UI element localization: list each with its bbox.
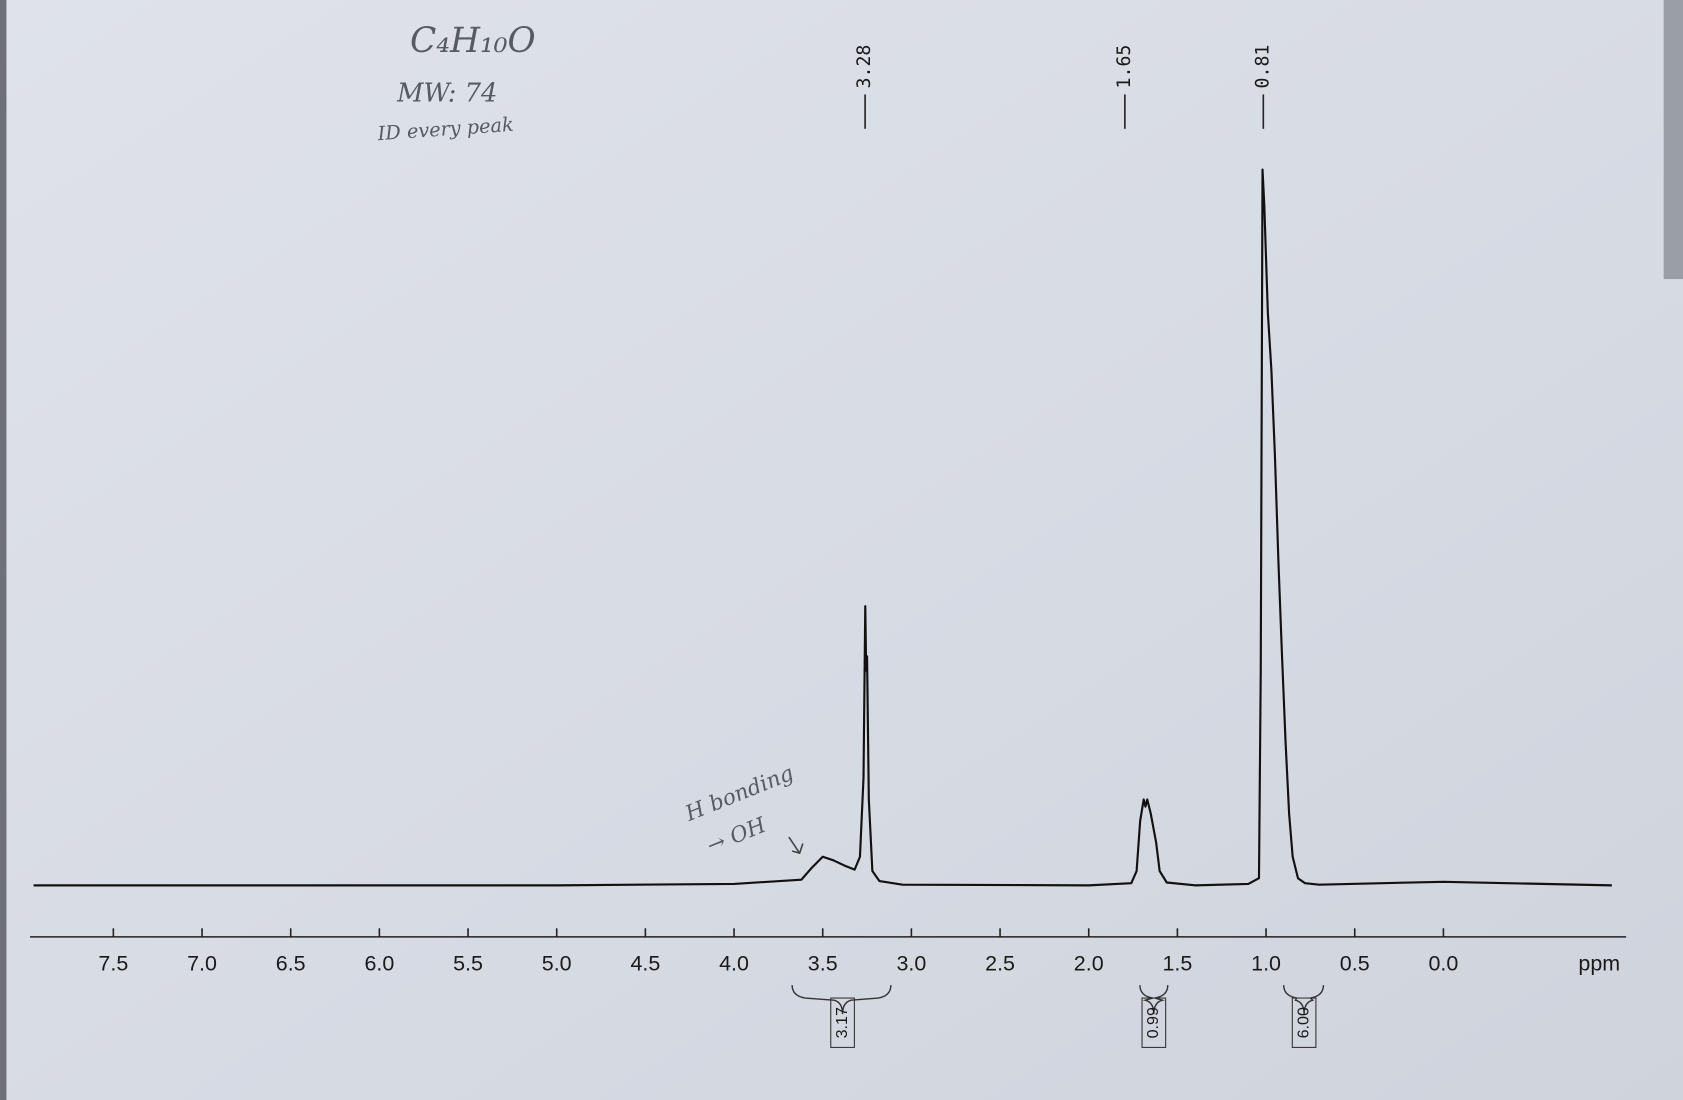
x-tick-label: 7.5 (98, 951, 128, 975)
integral-bracket (791, 985, 892, 1015)
peak-label: 3.28 (854, 45, 875, 89)
integral-label: 0.99 (1144, 1007, 1162, 1038)
integral-bracket (1283, 985, 1325, 1015)
peak-label: 0.81 (1252, 45, 1273, 89)
formula: C₄H₁₀O (410, 21, 536, 61)
integral-box (1291, 997, 1317, 1048)
x-tick-label: 1.0 (1251, 951, 1281, 975)
x-tick-label: 2.5 (985, 951, 1015, 975)
x-tick-label: 6.5 (276, 951, 306, 975)
integral-box (1141, 997, 1167, 1048)
x-tick-label: 1.5 (1162, 951, 1192, 975)
x-tick-label: 4.0 (719, 951, 749, 975)
x-tick-label: 3.5 (808, 951, 838, 975)
x-tick-label: 0.5 (1340, 951, 1370, 975)
x-tick-label: 0.0 (1428, 951, 1458, 975)
spectrum-line (33, 168, 1612, 887)
paper-edge (1663, 0, 1683, 280)
annotation-arrow (788, 836, 804, 855)
integral-bracket (1139, 985, 1169, 1015)
x-tick-label: 4.5 (630, 951, 660, 975)
integral-box (830, 997, 855, 1048)
x-tick-label: 3.0 (896, 951, 926, 975)
peak-label: 1.65 (1114, 45, 1135, 89)
integral-label: 3.17 (833, 1007, 851, 1038)
x-tick-label: 7.0 (187, 951, 217, 975)
integral-label: 6.00 (1294, 1007, 1312, 1038)
paper-edge (0, 0, 7, 1100)
x-axis-label: ppm (1578, 951, 1620, 975)
x-tick-label: 6.0 (364, 951, 394, 975)
x-tick-label: 5.5 (453, 951, 483, 975)
molecular-weight: MW: 74 (396, 78, 497, 108)
x-tick-label: 5.0 (542, 951, 572, 975)
x-tick-label: 2.0 (1074, 951, 1104, 975)
